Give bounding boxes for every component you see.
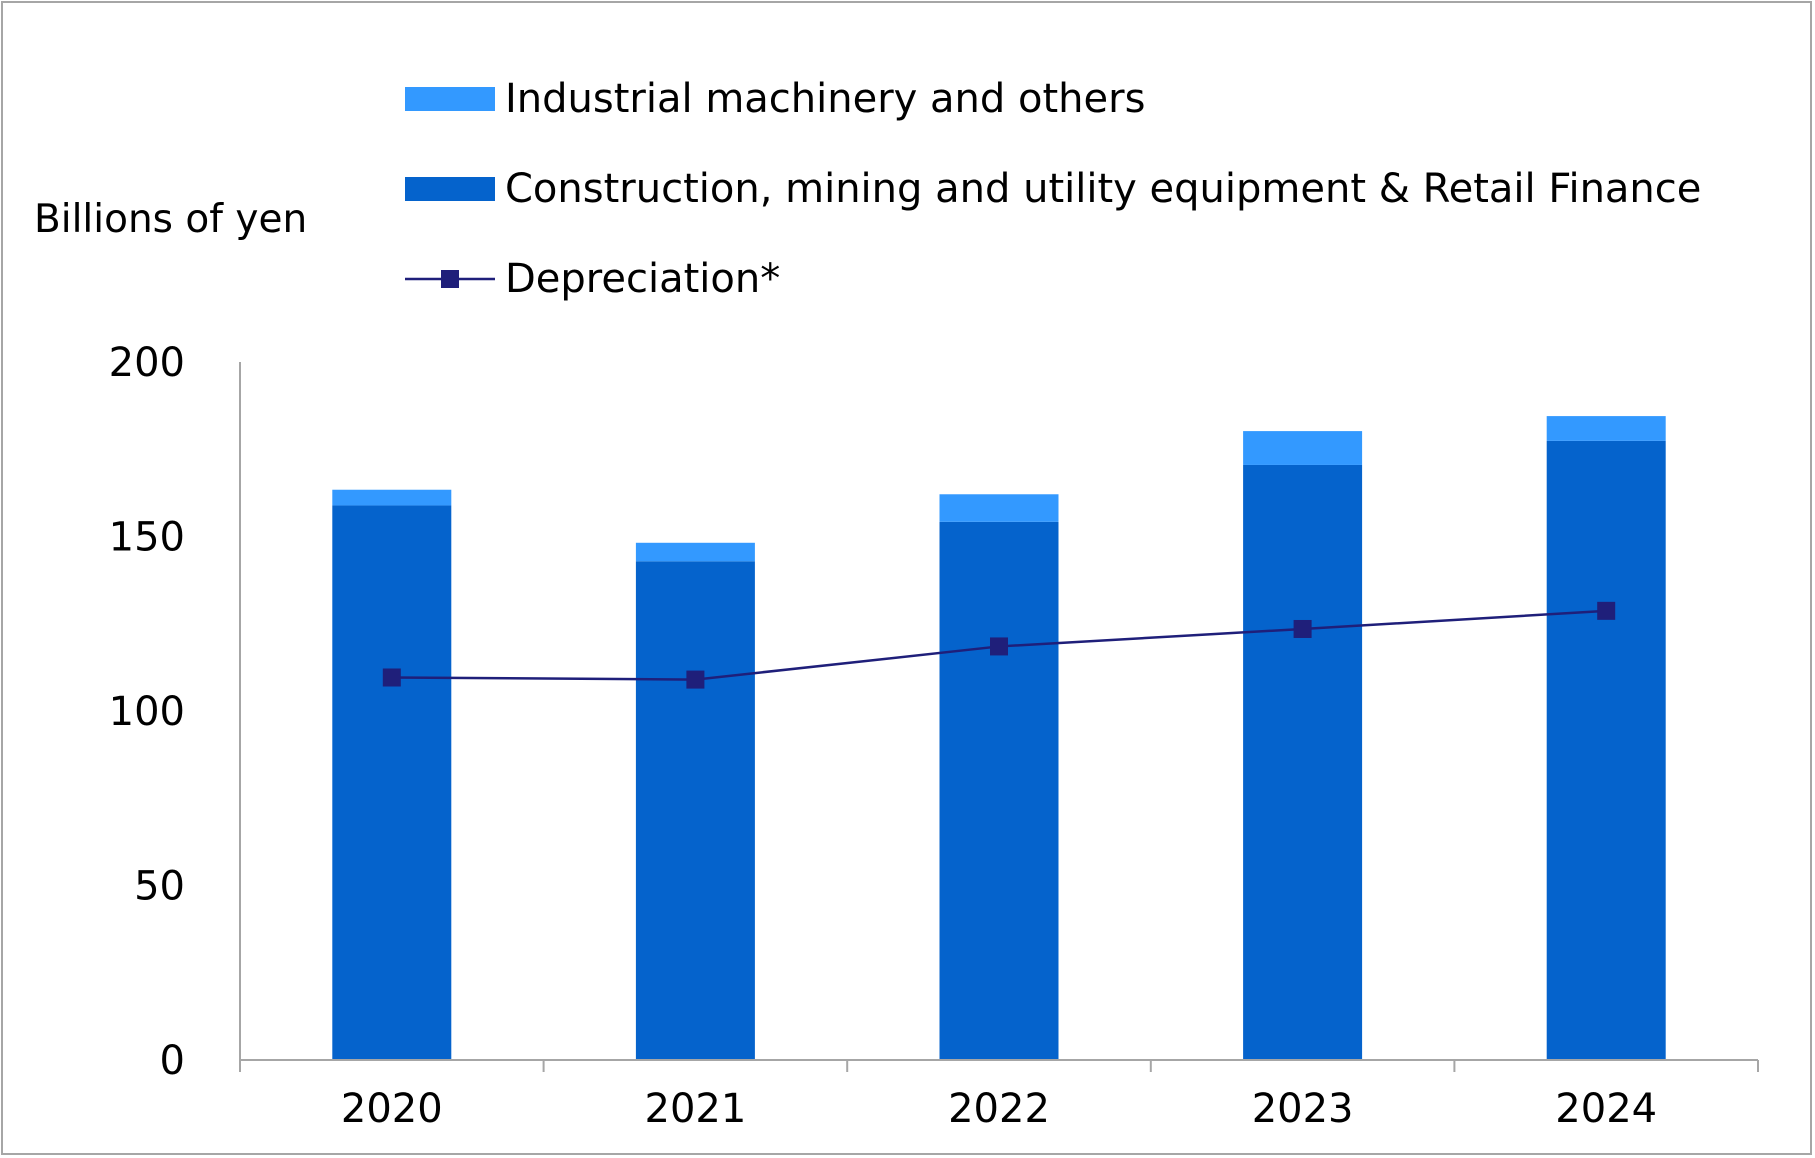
y-axis-units-label: Billions of yen (34, 197, 308, 242)
depreciation-marker-2024 (1597, 601, 1616, 620)
bar-construction-2022 (939, 521, 1059, 1060)
bar-industrial-2024 (1546, 416, 1666, 441)
bar-industrial-2023 (1243, 431, 1363, 465)
bar-industrial-2022 (939, 494, 1059, 522)
legend-label-depreciation: Depreciation* (505, 256, 781, 302)
bar-industrial-2021 (635, 542, 755, 562)
bar-construction-2023 (1243, 464, 1363, 1061)
bar-construction-2024 (1546, 440, 1666, 1060)
y-tick-label: 100 (109, 689, 185, 735)
depreciation-marker-2022 (990, 637, 1008, 656)
depreciation-marker-2020 (382, 668, 401, 687)
x-tick-label: 2021 (645, 1086, 747, 1132)
x-tick-label: 2020 (341, 1086, 443, 1132)
bar-construction-2020 (332, 505, 452, 1061)
y-tick-label: 150 (109, 515, 185, 561)
legend-label-industrial: Industrial machinery and others (505, 76, 1146, 122)
legend-swatch-industrial (405, 87, 495, 111)
bar-industrial-2020 (332, 489, 452, 506)
legend-swatch-construction (405, 177, 495, 201)
bar-construction-2021 (635, 561, 755, 1060)
x-tick-label: 2024 (1555, 1086, 1657, 1132)
y-tick-label: 0 (160, 1038, 185, 1084)
legend-label-construction: Construction, mining and utility equipme… (505, 166, 1702, 212)
x-tick-label: 2022 (948, 1086, 1050, 1132)
depreciation-marker-2021 (686, 670, 705, 689)
legend-line-marker-icon (405, 270, 495, 288)
x-tick-label: 2023 (1252, 1086, 1354, 1132)
y-tick-label: 200 (109, 340, 185, 386)
depreciation-marker-2023 (1293, 619, 1312, 638)
y-tick-label: 50 (134, 864, 185, 910)
